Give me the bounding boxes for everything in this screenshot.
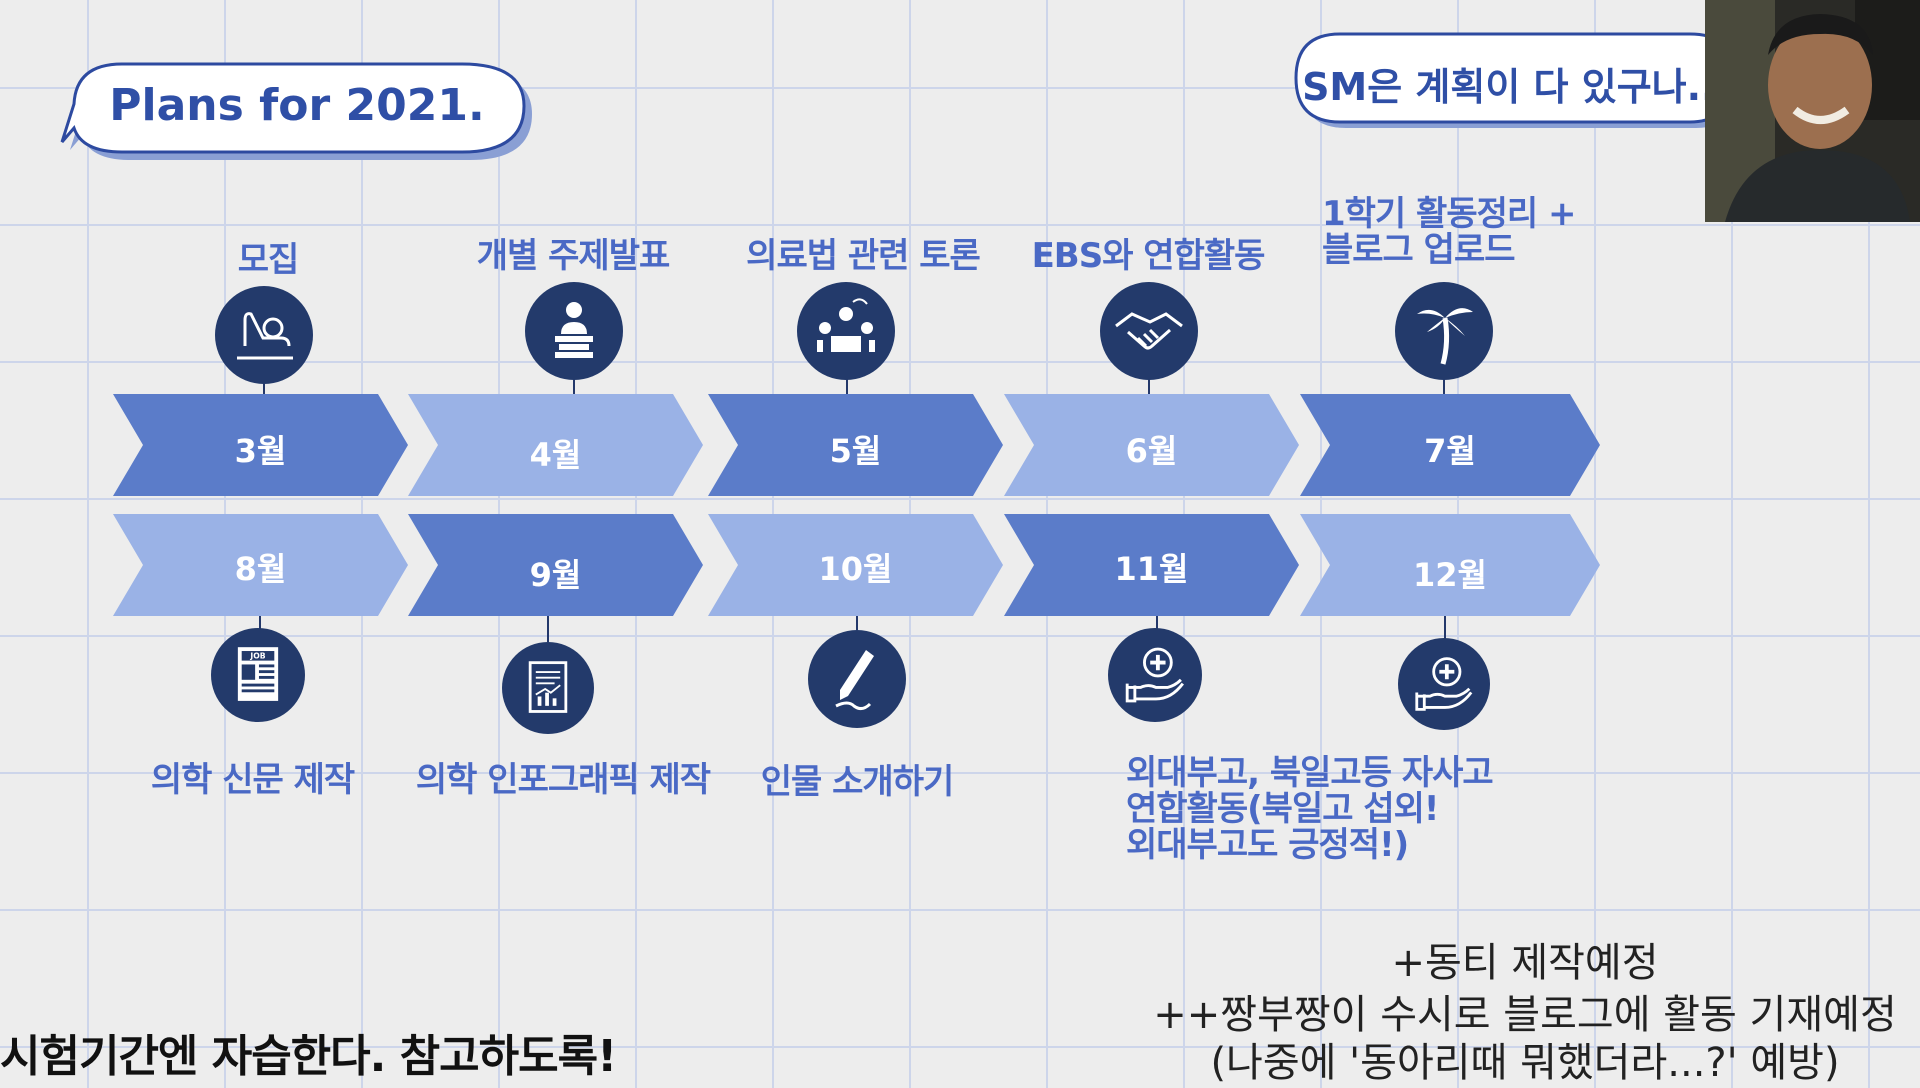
month-chevron-november: 11월 (1004, 514, 1299, 616)
pen-signature-icon (835, 650, 874, 711)
stem-july (1443, 378, 1445, 394)
person-photo-illustration (1705, 0, 1920, 222)
month-chevron-may: 5월 (708, 394, 1003, 496)
quote-text: SM은 계획이 다 있구나... (1302, 65, 1730, 109)
activity-label-september: 의학 인포그래픽 제작 (415, 760, 711, 800)
medical-hand-icon (1415, 657, 1473, 711)
chevron-shape-october (708, 514, 1003, 616)
month-chevron-july: 7월 (1300, 394, 1600, 496)
chevron-shape-july (1300, 394, 1600, 496)
activity-label-november-line3: 외대부고도 긍정적!) (1126, 825, 1409, 865)
icon-circle-november (1108, 628, 1202, 722)
stem-may (846, 378, 848, 394)
svg-text:JOB: JOB (249, 652, 265, 661)
stem-october (856, 616, 858, 630)
chevron-shape-june (1004, 394, 1299, 496)
month-label-april: 4월 (529, 436, 582, 474)
stem-august (259, 616, 261, 630)
chevron-shape-march (113, 394, 408, 496)
month-label-november: 11월 (1114, 550, 1189, 588)
chevron-shape-september (408, 514, 703, 616)
chart-document-icon (528, 661, 568, 713)
month-chevron-march: 3월 (113, 394, 408, 496)
activity-label-november-line2: 연합활동(북일고 섭외! (1126, 789, 1439, 829)
activity-label-august: 의학 신문 제작 (150, 760, 355, 800)
title-bubble-shape (60, 62, 532, 160)
page-title: Plans for 2021. (109, 80, 485, 131)
month-chevron-june: 6월 (1004, 394, 1299, 496)
icon-circle-september (502, 642, 594, 734)
waving-person-icon (237, 312, 293, 360)
icon-circle-june (1100, 282, 1198, 380)
quote-bubble: SM은 계획이 다 있구나... (1290, 28, 1764, 128)
stem-april (573, 378, 575, 394)
month-label-june: 6월 (1125, 432, 1178, 470)
note-line-1: +동티 제작예정 (1391, 940, 1659, 986)
quote-bubble-shape (1294, 32, 1764, 128)
chevron-shape-november (1004, 514, 1299, 616)
month-chevron-december: 12월 (1300, 514, 1600, 616)
palm-tree-icon (1417, 308, 1473, 365)
chevron-shape-april (408, 394, 703, 496)
stem-december (1444, 616, 1446, 640)
month-chevron-september: 9월 (408, 514, 703, 616)
footer-note: 시험기간엔 자습한다. 참고하도록! (0, 1031, 617, 1082)
chevron-shape-august (113, 514, 408, 616)
month-label-october: 10월 (818, 550, 893, 588)
month-chevron-august: 8월 (113, 514, 408, 616)
person-photo (1705, 0, 1920, 222)
handshake-icon (1115, 312, 1183, 350)
icon-circle-october (808, 630, 906, 728)
presenter-podium-icon (555, 302, 593, 358)
icon-circle-december (1398, 638, 1490, 730)
icon-circle-april (525, 282, 623, 380)
activity-label-march: 모집 (237, 240, 300, 280)
month-label-december: 12월 (1413, 556, 1487, 594)
activity-label-july: 1학기 활동정리 + 블로그 업로드 (1322, 196, 1576, 268)
medical-hand-icon (1125, 647, 1184, 703)
note-line-3: (나중에 '동아리때 뭐했더라...?' 예방) (1210, 1040, 1840, 1086)
month-label-august: 8월 (234, 550, 287, 588)
icon-circle-march (215, 286, 313, 384)
activity-label-october: 인물 소개하기 (760, 762, 955, 802)
icon-circle-may (797, 282, 895, 380)
stem-november (1156, 616, 1158, 630)
title-bubble: Plans for 2021. (60, 58, 532, 160)
activity-label-november: 외대부고, 북일고등 자사고 연합활동(북일고 섭외! 외대부고도 긍정적!) (1126, 753, 1494, 865)
month-label-may: 5월 (829, 432, 882, 470)
activity-label-november-line1: 외대부고, 북일고등 자사고 (1126, 753, 1494, 793)
icon-circle-july (1395, 282, 1493, 380)
stem-september (547, 616, 549, 642)
month-label-march: 3월 (234, 432, 287, 470)
month-chevron-april: 4월 (408, 394, 703, 496)
note-line-2: ++짱부짱이 수시로 블로그에 활동 기재예정 (1153, 992, 1897, 1038)
chevron-shape-december (1300, 514, 1600, 616)
activity-label-june: EBS와 연합활동 (1031, 236, 1266, 276)
stem-march (263, 380, 265, 394)
month-label-july: 7월 (1424, 432, 1476, 470)
activity-label-july-line1: 1학기 활동정리 + (1322, 194, 1576, 234)
month-label-september: 9월 (529, 556, 582, 594)
activity-label-may: 의료법 관련 토론 (746, 236, 981, 276)
stem-june (1148, 378, 1150, 394)
activity-label-april: 개별 주제발표 (476, 236, 671, 276)
activity-label-july-line2: 블로그 업로드 (1322, 230, 1516, 270)
month-chevron-october: 10월 (708, 514, 1003, 616)
icon-circle-august: JOB (211, 628, 305, 722)
chevron-shape-may (708, 394, 1003, 496)
newspaper-job-icon: JOB (237, 647, 279, 701)
group-discussion-icon (817, 298, 875, 352)
